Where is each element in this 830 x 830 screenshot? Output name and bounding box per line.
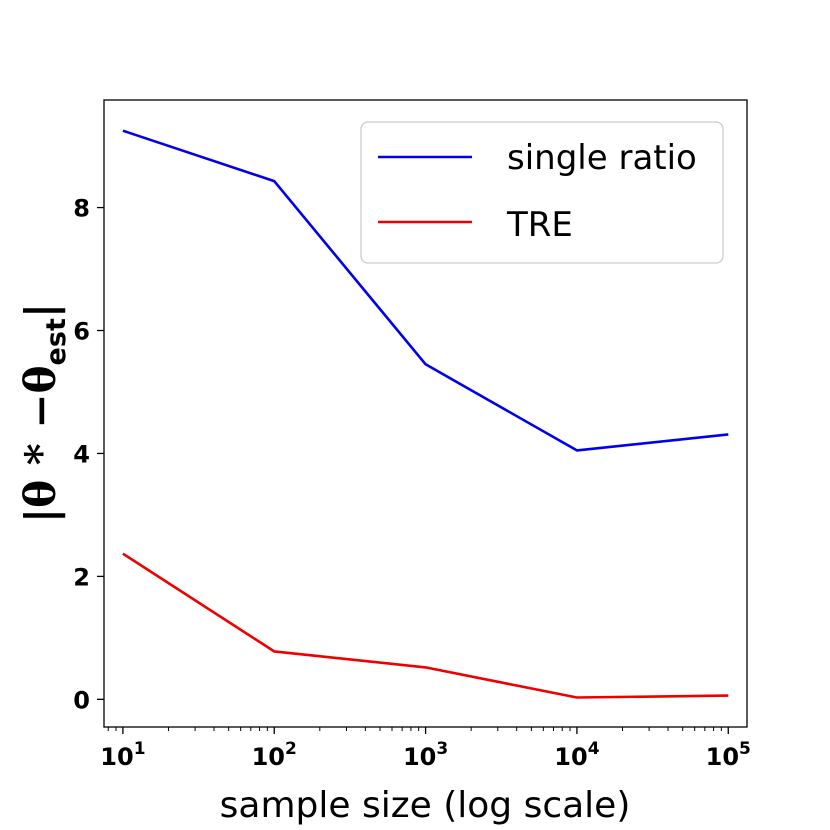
y-tick-label: 4 bbox=[73, 440, 90, 468]
series-line-single-ratio bbox=[122, 129, 729, 452]
x-tick-label: 103 bbox=[403, 739, 448, 771]
x-tick-label: 104 bbox=[554, 739, 599, 771]
y-axis-label: |θ * −θest| bbox=[16, 303, 72, 523]
x-axis: 101 102 103 104 105 bbox=[100, 727, 751, 771]
x-tick-label: 101 bbox=[100, 739, 145, 771]
y-axis-label-main: |θ * −θ bbox=[16, 365, 65, 523]
x-tick-label: 102 bbox=[252, 739, 297, 771]
series-layer bbox=[122, 129, 729, 699]
y-tick-label: 0 bbox=[73, 686, 90, 714]
series-line-tre bbox=[122, 552, 729, 699]
y-axis-label-close: | bbox=[16, 303, 65, 318]
y-axis: 0 2 4 6 8 bbox=[73, 195, 104, 714]
legend-label-single-ratio: single ratio bbox=[507, 138, 697, 178]
y-tick-label: 6 bbox=[73, 318, 90, 346]
y-tick-label: 8 bbox=[73, 195, 90, 223]
y-axis-label-subscript: est bbox=[41, 318, 72, 365]
legend-label-tre: TRE bbox=[506, 205, 573, 245]
svg-text:|θ * −θest|: |θ * −θest| bbox=[16, 303, 72, 523]
x-tick-label: 105 bbox=[706, 739, 751, 771]
x-axis-label: sample size (log scale) bbox=[220, 785, 631, 826]
y-tick-label: 2 bbox=[73, 563, 90, 591]
legend: single ratio TRE bbox=[360, 121, 724, 264]
